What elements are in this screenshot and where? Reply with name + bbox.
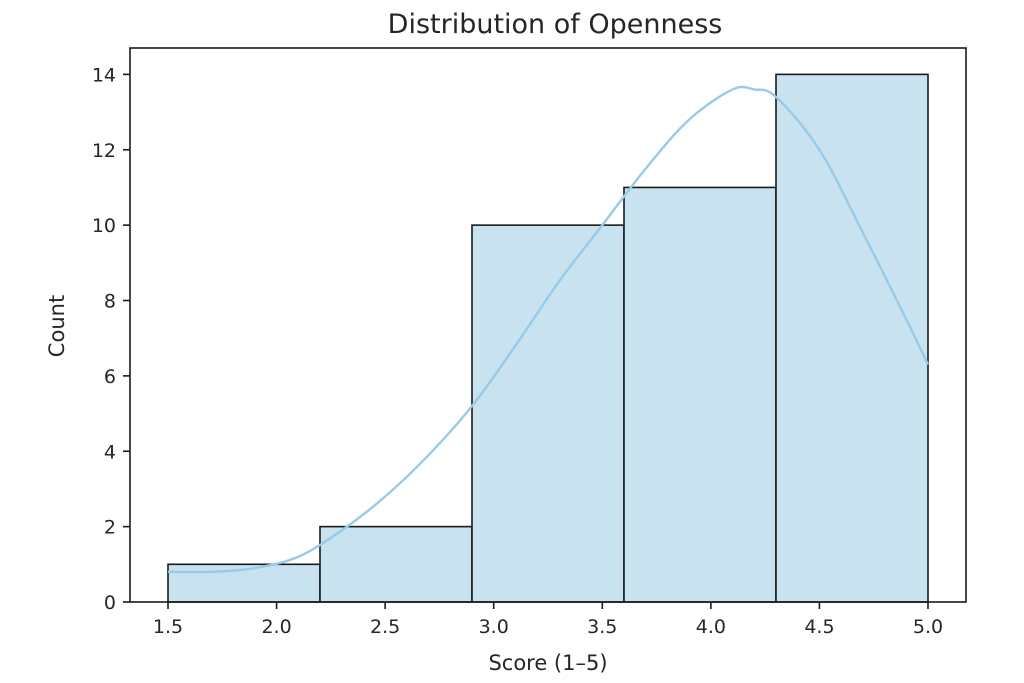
y-axis: 0 2 4 6 8 10 12 14 [92,64,130,614]
y-tick-label-5: 8 [104,291,116,313]
x-tick-label-5: 3.5 [587,616,617,638]
bars-layer [167,73,929,603]
histogram-bar-4 [623,186,777,603]
x-tick-label-4: 3.0 [479,616,509,638]
x-tick-label-7: 4.5 [804,616,834,638]
x-tick-label-6: 4.0 [696,616,726,638]
y-tick-label-4: 6 [104,366,116,388]
histogram-bar-2 [319,525,473,603]
y-tick-label-8: 14 [92,64,116,86]
x-tick-label-8: 5.0 [913,616,943,638]
y-tick-label-3: 4 [104,441,116,463]
histogram-bar-3 [471,224,625,603]
plot-frame [129,47,967,603]
histogram-bar-5 [775,73,929,603]
y-axis-label: Count [45,295,69,357]
x-axis: 1.5 2.0 2.5 3.0 3.5 4.0 4.5 5.0 [153,602,943,638]
y-tick-label-6: 10 [92,215,116,237]
x-tick-label-3: 2.5 [370,616,400,638]
y-tick-label-2: 2 [104,517,116,539]
x-tick-label-1: 1.5 [153,616,183,638]
y-tick-label-7: 12 [92,140,116,162]
kde-curve [167,85,930,574]
x-tick-label-2: 2.0 [261,616,291,638]
chart-title: Distribution of Openness [388,9,723,40]
x-axis-label: Score (1–5) [488,651,607,675]
y-tick-label-1: 0 [104,592,116,614]
